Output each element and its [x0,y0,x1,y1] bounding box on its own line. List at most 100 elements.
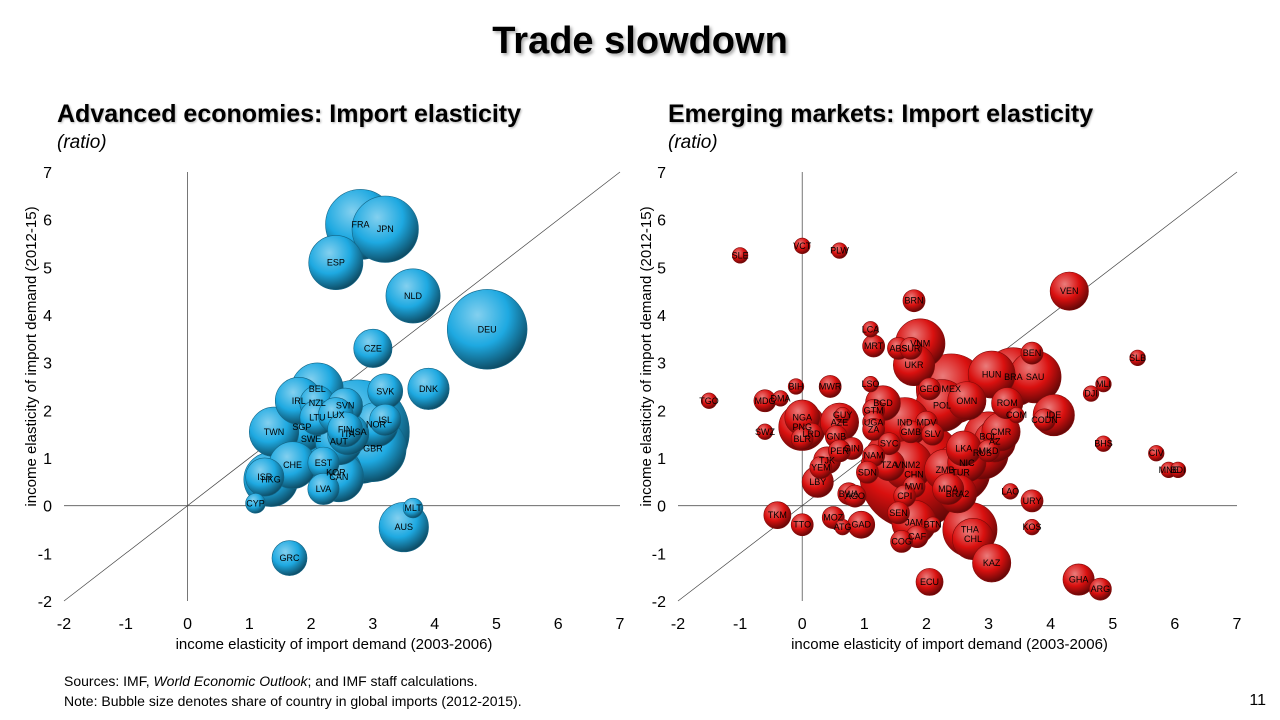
bubble-label-esp: ESP [327,258,345,268]
bubble-syc [877,432,901,456]
bubble-label-gha: GHA [1069,575,1089,585]
bubble-label-jpn: JPN [377,224,394,234]
x-axis-label: income elasticity of import demand (2003… [176,636,493,653]
bubble-label-rom: ROM [997,398,1018,408]
bubble-lso [862,375,879,393]
bubble-label-tgo: TGO [699,396,719,406]
x-tick-label: -2 [57,616,71,633]
bubble-label-kor: KOR [326,467,346,477]
y-tick-label: 0 [657,499,666,516]
bubble-label-dnk: DNK [419,384,438,394]
bubble-label-yem: YEM [811,463,831,473]
slide-title: Trade slowdown [492,20,788,62]
bubble-label-bol: BOL [980,432,998,442]
bubble-isr [245,457,285,497]
bubble-civ [1148,445,1165,462]
bubble-label-lso: LSO [862,379,880,389]
bubble-label-za: ZA [868,424,880,434]
bubble-label-geo: GEO [920,384,940,394]
bubble-label-tur: TUR [951,467,970,477]
bubble-grc [271,540,308,576]
bubble-label-vnm: VNM [910,339,930,349]
x-tick-label: -1 [733,616,747,633]
x-tick-label: 0 [798,616,807,633]
bubble-label-gtm: GTM [864,405,884,415]
bubble-label-per: PER [830,446,849,456]
bubble-mwr [818,375,842,398]
bubble-label-isl: ISL [378,415,392,425]
bubble-label-com: COM [1006,410,1027,420]
sources-suffix: ; and IMF staff calculations. [307,673,478,689]
bubble-label-atg: ATG [834,522,852,532]
bubble-label-bel: BEL [309,384,326,394]
y-tick-label: -1 [652,546,666,563]
bubble-label-irl: IRL [292,396,306,406]
x-tick-label: 1 [245,616,254,633]
bubble-sen [887,501,910,525]
bubble-ben [1020,341,1044,365]
bubble-nld [385,268,441,324]
y-tick-label: 7 [43,165,52,182]
bubble-kos [1023,518,1041,536]
bubble-label-isr: ISR [257,472,273,482]
bubble-ven [1049,271,1089,311]
bubble-label-rus: RUS [973,448,992,458]
advanced-economies-chart: -2 -1 0 1 2 3 4 5 6 7 -2 -1 0 1 2 3 4 5 6 7 income elasticit… [23,165,625,653]
x-tick-label: 4 [430,616,439,633]
bubble-label-pol: POL [933,401,951,411]
y-axis-label: income elasticity of import demand (2012… [638,206,655,506]
bubble-label-arg: ARG [1091,584,1111,594]
bubble-label-bhs: BHS [1094,439,1113,449]
panel-title-emerging: Emerging markets: Import elasticity [668,100,1094,128]
sources-italic: World Economic Outlook [153,673,308,689]
bubble-cze [353,328,393,368]
bubble-label-deu: DEU [478,324,497,334]
y-tick-label: -2 [652,594,666,611]
bubble-label-gnb: GNB [827,432,847,442]
bubble-label-nga: NGA [792,412,812,422]
bubble-label-hun: HUN [982,370,1002,380]
bubble-mkd [977,439,1000,463]
bubble-label-aze: AZE [831,417,849,427]
bubble-label-mdg: MDG [754,396,775,406]
y-tick-label: 1 [43,451,52,468]
y-tick-label: -2 [38,594,52,611]
bubble-label-zmb: ZMB [936,465,955,475]
y-tick-label: 2 [43,403,52,420]
bubble-tto [790,513,814,537]
bubble-label-bwa: BWA [839,489,859,499]
bubble-dnk [407,367,450,410]
bubble-label-ind: IND [897,417,913,427]
bubble-label-gmb: GMB [901,427,922,437]
bubble-label-uga: UGA [864,417,884,427]
bubble-label-swz: SWZ [755,427,775,437]
bubble-label-slb: SLB [1129,353,1146,363]
bubble-lca [862,321,879,338]
bubble-label-dma: DMA [770,393,790,403]
bubble-label-bdi: BDI [1170,465,1185,475]
bubble-label-mrt: MRT [864,341,884,351]
bubble-mda [932,473,965,505]
bubble-label-che: CHE [283,460,302,470]
y-tick-label: 6 [657,213,666,230]
y-tick-label: 4 [43,308,52,325]
bubble-label-can: CAN [329,472,348,482]
bubble-jpn [351,195,419,263]
bubble-label-slv: SLV [924,429,940,439]
sources-prefix: Sources: IMF, [64,673,154,689]
bubble-cog [890,530,913,553]
x-tick-label: 3 [368,616,377,633]
bubble-label-gad: GAD [851,520,871,530]
bubble-label-omn: OMN [956,396,977,406]
bubble-isl [369,403,402,436]
bubble-label-sdn: SDN [858,467,877,477]
bubble-label-cmr: CMR [991,427,1012,437]
panel-subtitle-advanced: (ratio) [57,132,107,153]
bubble-label-fra: FRA [352,219,370,229]
bubble-btn [924,516,941,533]
bubble-bih [787,378,805,395]
bubble-label-chn: CHN [904,470,924,480]
bubble-vct [794,237,811,255]
bubble-ago [843,484,867,508]
bubble-label-sgp: SGP [292,422,311,432]
